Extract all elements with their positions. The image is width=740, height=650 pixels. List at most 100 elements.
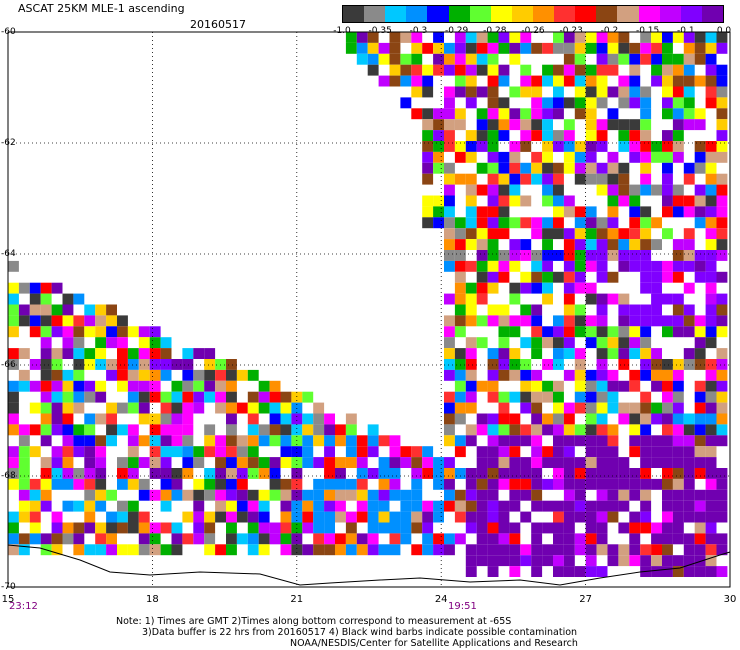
swath-cell — [662, 271, 673, 283]
swath-cell — [694, 544, 706, 556]
swath-cell — [367, 533, 379, 545]
swath-cell — [400, 500, 412, 512]
swath-cell — [640, 478, 652, 490]
swath-cell — [313, 511, 325, 523]
swath-cell — [607, 32, 619, 43]
swath-cell — [62, 348, 74, 359]
swath-cell — [302, 489, 314, 501]
swath-cell — [716, 217, 728, 229]
swath-cell — [596, 500, 608, 512]
swath-cell — [127, 369, 139, 381]
swath-cell — [683, 173, 695, 185]
swath-cell — [716, 315, 728, 327]
swath-cell — [607, 391, 619, 403]
swath-cell — [585, 446, 597, 458]
latitude-label: -68 — [1, 471, 16, 481]
swath-cell — [618, 119, 630, 131]
swath-cell — [269, 380, 281, 392]
swath-cell — [629, 446, 641, 458]
swath-cell — [280, 500, 292, 512]
swath-cell — [694, 359, 706, 370]
swath-cell — [62, 424, 74, 436]
swath-cell — [433, 53, 444, 65]
swath-cell — [487, 566, 499, 577]
swath-cell — [356, 478, 368, 490]
swath-cell — [607, 42, 619, 54]
swath-cell — [683, 64, 695, 76]
swath-cell — [62, 326, 74, 338]
swath-cell — [335, 478, 346, 490]
swath-cell — [683, 424, 695, 436]
swath-cell — [629, 141, 641, 152]
swath-cell — [454, 42, 466, 54]
swath-cell — [640, 184, 652, 196]
swath-cell — [258, 489, 270, 501]
swath-cell — [542, 424, 553, 436]
swath-cell — [629, 522, 641, 534]
swath-cell — [672, 151, 684, 163]
swath-cell — [433, 64, 444, 76]
swath-cell — [498, 173, 510, 185]
swath-cell — [640, 151, 652, 163]
swath-cell — [531, 533, 543, 545]
swath-cell — [236, 369, 248, 381]
swath-cell — [585, 478, 597, 490]
swath-cell — [444, 413, 455, 425]
swath-cell — [553, 130, 564, 141]
swath-cell — [40, 326, 52, 338]
swath-cell — [465, 32, 477, 43]
swath-cell — [127, 468, 139, 479]
swath-cell — [476, 424, 488, 436]
swath-cell — [236, 468, 248, 479]
swath-cell — [182, 533, 194, 545]
swath-cell — [18, 446, 30, 458]
swath-cell — [84, 511, 96, 523]
swath-cell — [716, 304, 728, 316]
swath-cell — [487, 42, 499, 54]
swath-cell — [149, 337, 161, 349]
swath-cell — [694, 195, 706, 207]
swath-cell — [117, 511, 128, 523]
swath-cell — [683, 555, 695, 567]
swath-cell — [509, 533, 521, 545]
swath-cell — [313, 478, 325, 490]
swath-cell — [291, 489, 303, 501]
swath-cell — [160, 369, 172, 381]
swath-cell — [705, 195, 717, 207]
swath-cell — [574, 86, 586, 98]
swath-cell — [651, 271, 662, 283]
swath-cell — [662, 195, 673, 207]
swath-cell — [465, 97, 477, 109]
swath-cell — [291, 533, 303, 545]
swath-cell — [563, 304, 575, 316]
swath-cell — [694, 53, 706, 65]
swath-cell — [422, 75, 434, 87]
swath-cell — [73, 293, 85, 305]
swath-cell — [694, 250, 706, 261]
swath-cell — [509, 435, 521, 447]
swath-cell — [389, 522, 401, 534]
swath-cell — [585, 119, 597, 131]
swath-cell — [73, 478, 85, 490]
swath-cell — [444, 337, 455, 349]
swath-cell — [62, 402, 74, 414]
swath-cell — [204, 359, 216, 370]
swath-cell — [171, 544, 183, 556]
swath-cell — [193, 533, 205, 545]
swath-cell — [716, 173, 728, 185]
swath-cell — [563, 457, 575, 468]
swath-cell — [422, 151, 434, 163]
note-line-2: 3)Data buffer is 22 hrs from 20160517 4)… — [142, 627, 578, 638]
swath-cell — [509, 173, 521, 185]
color-legend — [342, 5, 724, 23]
swath-cell — [498, 533, 510, 545]
swath-cell — [487, 435, 499, 447]
swath-cell — [356, 511, 368, 523]
swath-cell — [324, 533, 335, 545]
swath-cell — [29, 533, 41, 545]
swath-cell — [694, 522, 706, 534]
swath-cell — [672, 119, 684, 131]
swath-cell — [476, 260, 488, 272]
map-frame — [7, 31, 731, 588]
swath-cell — [553, 97, 564, 109]
